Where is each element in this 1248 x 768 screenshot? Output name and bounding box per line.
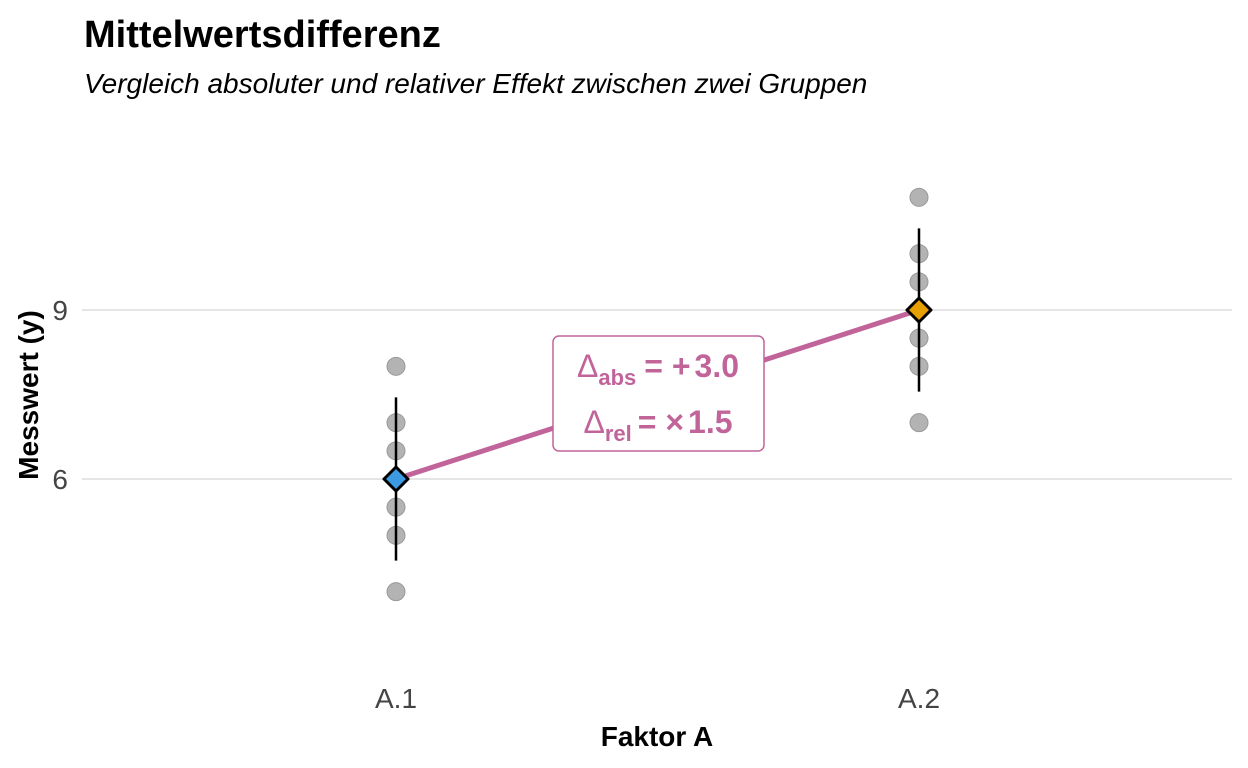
annotation-rel-sub: rel bbox=[605, 421, 632, 446]
gridlines bbox=[82, 309, 1232, 480]
annotation-abs-sub: abs bbox=[598, 365, 636, 390]
mean-marker bbox=[905, 296, 933, 324]
annotation-abs-value: 3.0 bbox=[695, 348, 739, 384]
annotation-rel-delta: Δ bbox=[583, 404, 604, 440]
annotation-box bbox=[552, 335, 765, 452]
annotation-rel-op: = × bbox=[638, 404, 684, 440]
chart-title: Mittelwertsdifferenz bbox=[84, 14, 441, 56]
y-axis-title: Messwert (y) bbox=[13, 310, 44, 480]
delta-annotation: Δabs = +3.0 Δrel = × 1.5 bbox=[552, 335, 765, 452]
annotation-abs-delta: Δ bbox=[577, 348, 598, 384]
x-tick-label: A.1 bbox=[375, 683, 417, 714]
data-point bbox=[909, 413, 929, 433]
mean-marker bbox=[382, 465, 410, 493]
annotation-rel: Δrel = × 1.5 bbox=[583, 404, 732, 446]
y-tick-labels: 69 bbox=[52, 295, 68, 495]
data-point bbox=[909, 187, 929, 207]
chart-subtitle: Vergleich absoluter und relativer Effekt… bbox=[84, 68, 867, 99]
x-tick-label: A.2 bbox=[898, 683, 940, 714]
annotation-abs-op: = + bbox=[644, 348, 690, 384]
data-point bbox=[386, 356, 406, 376]
x-tick-labels: A.1 A.2 bbox=[375, 683, 940, 714]
annotation-rel-value: 1.5 bbox=[688, 404, 732, 440]
y-tick-label: 6 bbox=[52, 464, 68, 495]
x-axis-title: Faktor A bbox=[601, 721, 714, 752]
data-point bbox=[386, 582, 406, 602]
annotation-abs: Δabs = +3.0 bbox=[577, 348, 739, 390]
y-tick-label: 9 bbox=[52, 295, 68, 326]
means-layer bbox=[382, 296, 933, 493]
